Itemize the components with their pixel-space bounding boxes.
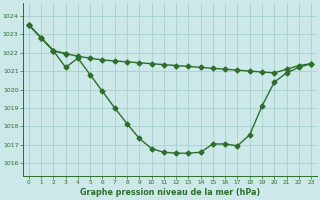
X-axis label: Graphe pression niveau de la mer (hPa): Graphe pression niveau de la mer (hPa) [80, 188, 260, 197]
